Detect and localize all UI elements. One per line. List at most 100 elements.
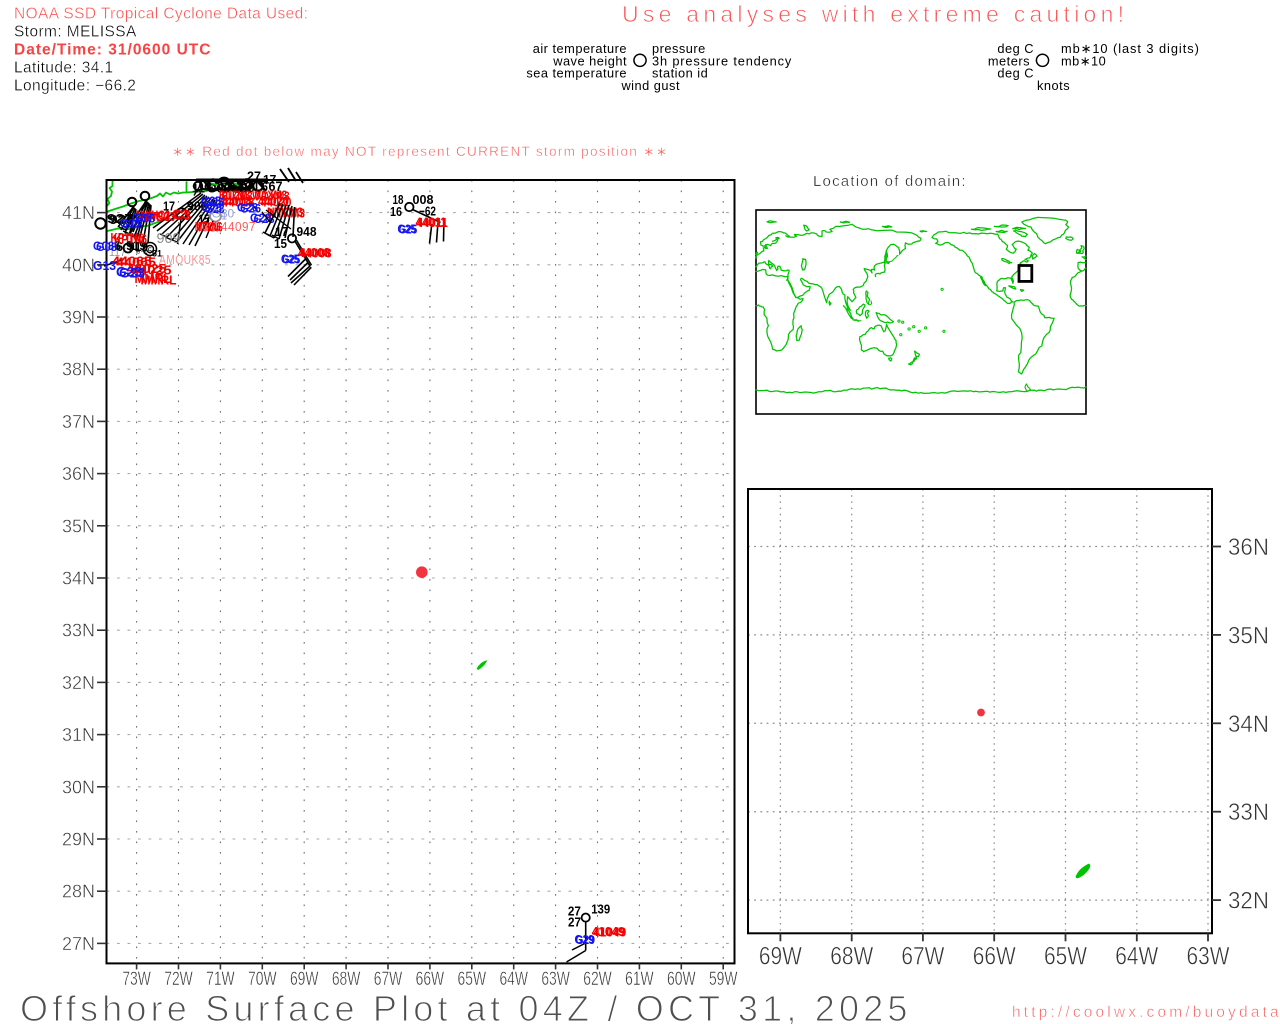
svg-text:WAXM3: WAXM3 — [255, 190, 290, 204]
svg-text:G29: G29 — [576, 933, 596, 947]
svg-text:909: 909 — [157, 230, 181, 247]
svg-text:G13: G13 — [93, 258, 116, 273]
svg-text:948: 948 — [297, 225, 317, 239]
svg-text:NOAA SSD Tropical Cyclone Data: NOAA SSD Tropical Cyclone Data Used: — [14, 6, 308, 23]
svg-text:deg C: deg C — [997, 41, 1034, 56]
svg-text:G05: G05 — [132, 211, 152, 225]
svg-text:15: 15 — [274, 237, 287, 251]
svg-text:63W: 63W — [541, 969, 570, 990]
svg-text:28N: 28N — [62, 882, 95, 902]
svg-text:64W: 64W — [1115, 943, 1158, 971]
svg-text:G08: G08 — [120, 217, 140, 231]
svg-text:G28: G28 — [250, 211, 271, 225]
svg-text:mb∗10 (last 3 digits): mb∗10 (last 3 digits) — [1061, 41, 1200, 56]
svg-text:G25: G25 — [398, 222, 417, 236]
svg-text:Storm: MELISSA: Storm: MELISSA — [14, 24, 137, 41]
svg-text:http://coolwx.com/buoydata: http://coolwx.com/buoydata — [1012, 1004, 1280, 1021]
svg-text:mb∗10: mb∗10 — [1061, 53, 1106, 68]
svg-text:59W: 59W — [709, 969, 738, 990]
svg-text:18: 18 — [393, 193, 404, 207]
svg-text:44018: 44018 — [222, 196, 255, 210]
svg-text:69W: 69W — [759, 943, 802, 971]
svg-text:MTKN6: MTKN6 — [197, 221, 223, 235]
svg-text:73W: 73W — [122, 969, 151, 990]
svg-text:71W: 71W — [206, 969, 235, 990]
svg-text:41049: 41049 — [592, 925, 625, 939]
svg-text:G23: G23 — [116, 265, 142, 280]
svg-text:139: 139 — [591, 903, 610, 917]
svg-text:G26: G26 — [237, 201, 258, 215]
svg-text:G30: G30 — [212, 207, 235, 221]
svg-text:34N: 34N — [62, 569, 95, 589]
svg-text:NWHC3: NWHC3 — [136, 209, 170, 223]
svg-text:G25: G25 — [282, 252, 300, 266]
svg-text:32N: 32N — [1228, 888, 1269, 915]
svg-text:G08: G08 — [93, 239, 114, 253]
svg-text:16: 16 — [390, 205, 402, 219]
svg-text:WAXM3: WAXM3 — [252, 189, 287, 203]
svg-text:44097: 44097 — [221, 220, 256, 234]
svg-text:G28: G28 — [205, 202, 225, 216]
svg-text:sea temperature: sea temperature — [526, 66, 627, 81]
svg-text:G05: G05 — [135, 212, 155, 226]
svg-text:meters: meters — [988, 53, 1030, 68]
svg-text:G25: G25 — [204, 195, 224, 210]
svg-text:∗∗ Red dot below may NOT repre: ∗∗ Red dot below may NOT represent CURRE… — [172, 144, 668, 159]
svg-text:17: 17 — [275, 225, 288, 239]
svg-text:NWHC3: NWHC3 — [141, 210, 175, 224]
svg-text:30N: 30N — [62, 777, 95, 797]
svg-text:32N: 32N — [62, 673, 95, 693]
svg-text:927: 927 — [109, 212, 135, 227]
svg-text:G08: G08 — [123, 217, 143, 231]
svg-text:G25: G25 — [399, 222, 418, 236]
svg-text:117: 117 — [109, 245, 126, 259]
svg-text:G26: G26 — [240, 202, 261, 216]
svg-text:KPTN6: KPTN6 — [111, 231, 144, 245]
svg-text:67: 67 — [269, 179, 283, 194]
svg-text:36N: 36N — [62, 464, 95, 484]
svg-text:air temperature: air temperature — [533, 41, 627, 56]
svg-text:BUZM3: BUZM3 — [219, 189, 250, 203]
svg-text:27: 27 — [247, 170, 261, 184]
svg-text:AMOUK85: AMOUK85 — [159, 253, 211, 267]
svg-text:36N: 36N — [1228, 534, 1269, 561]
svg-text:15: 15 — [199, 213, 210, 227]
svg-text:44025: 44025 — [132, 263, 172, 278]
svg-text:35N: 35N — [62, 516, 95, 536]
svg-text:61: 61 — [152, 249, 162, 259]
svg-text:G28: G28 — [202, 201, 222, 215]
svg-text:44018: 44018 — [219, 195, 252, 209]
svg-text:MTKN6: MTKN6 — [195, 220, 221, 234]
svg-text:deg C: deg C — [997, 66, 1034, 81]
svg-text:68W: 68W — [830, 943, 873, 971]
svg-text:27: 27 — [568, 905, 581, 919]
svg-text:MMRL: MMRL — [141, 273, 177, 288]
svg-text:44008: 44008 — [300, 246, 332, 260]
svg-text:31N: 31N — [62, 725, 95, 745]
svg-text:Offshore Surface Plot at 04Z /: Offshore Surface Plot at 04Z / OCT 31, 2… — [20, 988, 912, 1024]
svg-text:pressure: pressure — [652, 41, 706, 56]
svg-text:39N: 39N — [62, 308, 95, 328]
svg-text:Date/Time: 31/0600 UTC: Date/Time: 31/0600 UTC — [14, 42, 211, 59]
svg-text:G25: G25 — [281, 252, 299, 266]
svg-text:44020: 44020 — [258, 195, 289, 209]
svg-text:37N: 37N — [62, 412, 95, 432]
svg-text:66W: 66W — [416, 969, 445, 990]
svg-text:68W: 68W — [332, 969, 361, 990]
svg-text:008: 008 — [413, 193, 434, 207]
svg-text:64W: 64W — [499, 969, 528, 990]
svg-text:61W: 61W — [625, 969, 654, 990]
svg-text:38N: 38N — [62, 360, 95, 380]
svg-text:27: 27 — [568, 916, 581, 930]
svg-text:Latitude: 34.1: Latitude: 34.1 — [14, 60, 114, 77]
svg-text:67W: 67W — [374, 969, 403, 990]
svg-text:65W: 65W — [458, 969, 487, 990]
svg-text:C3: C3 — [174, 207, 191, 223]
svg-text:44011: 44011 — [417, 216, 448, 230]
svg-text:Longitude: −66.2: Longitude: −66.2 — [14, 78, 136, 95]
svg-text:G25: G25 — [201, 194, 221, 209]
svg-text:900: 900 — [187, 200, 208, 214]
svg-text:3h pressure tendency: 3h pressure tendency — [652, 53, 792, 68]
svg-text:17: 17 — [263, 173, 277, 187]
svg-text:Use analyses with extreme caut: Use analyses with extreme caution! — [622, 1, 1128, 27]
